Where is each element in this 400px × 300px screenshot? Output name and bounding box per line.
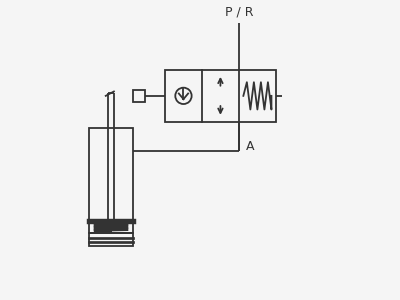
Bar bbox=[165, 70, 276, 122]
Text: A: A bbox=[246, 140, 255, 153]
Bar bbox=[133, 90, 144, 102]
Bar bbox=[89, 128, 133, 233]
Bar bbox=[89, 233, 133, 246]
Text: P / R: P / R bbox=[225, 5, 253, 19]
